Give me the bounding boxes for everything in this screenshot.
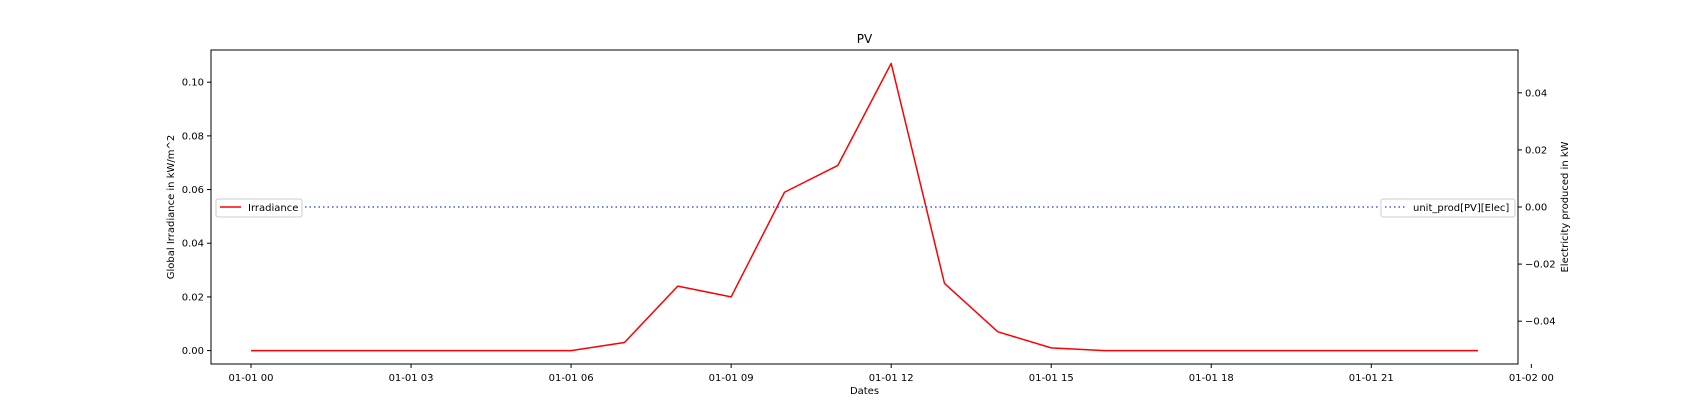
legend-left: Irradiance [215, 198, 303, 218]
x-axis-ticks: 01-01 00 01-01 03 01-01 06 01-01 09 01-01 12… [229, 364, 1554, 384]
legend-irradiance-label: Irradiance [248, 203, 298, 214]
legend-unit-prod-label: unit_prod[PV][Elec] [1413, 203, 1509, 214]
x-tick-label: 01-01 09 [709, 373, 754, 384]
series-layer [251, 62, 1478, 352]
y-axis-right-label: Electricity produced in kW [1560, 141, 1571, 272]
x-axis-label: Dates [850, 386, 879, 397]
legend-left-box [215, 198, 303, 218]
y-right-tick-label: 0.02 [1525, 145, 1547, 156]
x-tick-label: 01-01 00 [229, 373, 274, 384]
y-left-tick-label: 0.00 [182, 346, 204, 357]
series-line-irradiance [251, 62, 1478, 352]
chart-title: PV [857, 32, 873, 46]
y-right-tick-label: 0.04 [1525, 88, 1547, 99]
y-left-tick-label: 0.02 [182, 292, 204, 303]
x-tick-label: 01-01 21 [1349, 373, 1394, 384]
x-tick-label: 01-02 00 [1509, 373, 1554, 384]
y-axis-left-ticks: 0.00 0.02 0.04 0.06 0.08 0.10 [182, 78, 211, 357]
x-tick-label: 01-01 06 [549, 373, 594, 384]
y-left-tick-label: 0.06 [182, 185, 204, 196]
legend-right-box [1380, 198, 1516, 218]
x-tick-label: 01-01 03 [389, 373, 434, 384]
x-tick-label: 01-01 12 [869, 373, 914, 384]
x-tick-label: 01-01 18 [1189, 373, 1234, 384]
y-axis-left-label: Global Irradiance in kW/m^2 [166, 135, 177, 279]
y-right-tick-label: −0.02 [1525, 260, 1556, 271]
y-left-tick-label: 0.10 [182, 78, 204, 89]
y-right-tick-label: 0.00 [1525, 203, 1547, 214]
y-left-tick-label: 0.08 [182, 131, 204, 142]
y-left-tick-label: 0.04 [182, 239, 204, 250]
legend-right: unit_prod[PV][Elec] [1380, 198, 1516, 218]
x-tick-label: 01-01 15 [1029, 373, 1074, 384]
y-right-tick-label: −0.04 [1525, 317, 1556, 328]
y-axis-right-ticks: −0.04 −0.02 0.00 0.02 0.04 [1518, 88, 1556, 328]
